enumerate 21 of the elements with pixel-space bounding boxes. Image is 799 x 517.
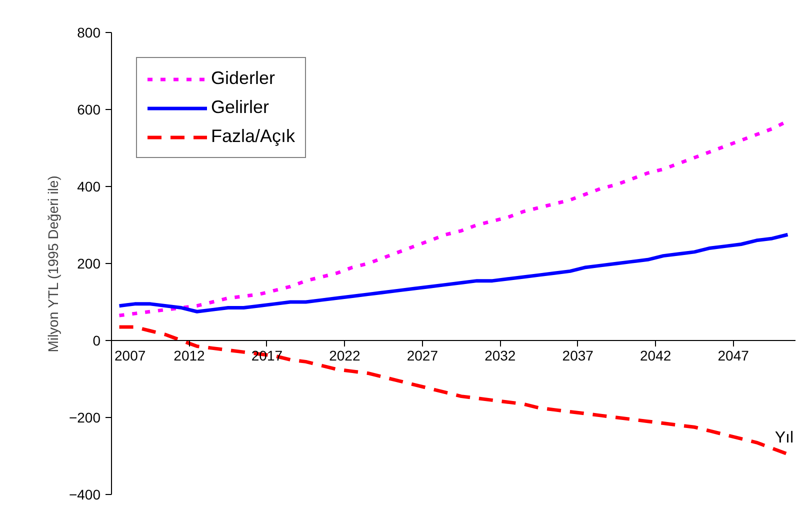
x-tick-label: 2047 bbox=[718, 348, 750, 364]
x-tick-label: 2027 bbox=[406, 348, 438, 364]
x-axis-title: Yıl bbox=[774, 430, 794, 446]
x-tick-label: 2022 bbox=[329, 348, 360, 364]
legend-label: Fazla/Açık bbox=[211, 126, 296, 147]
y-tick-label: 200 bbox=[77, 256, 101, 272]
x-tick-label: 2007 bbox=[114, 348, 146, 364]
legend-label: Gelirler bbox=[211, 97, 270, 118]
y-tick-label: 400 bbox=[77, 178, 101, 194]
y-axis-title: Milyon YTL (1995 Değeri ile) bbox=[44, 176, 61, 352]
y-tick-label: 600 bbox=[77, 102, 101, 118]
line-series bbox=[118, 232, 790, 314]
y-tick-label: 800 bbox=[77, 24, 101, 40]
y-tick-label: −200 bbox=[68, 410, 101, 426]
x-tick-label: 2012 bbox=[174, 348, 206, 364]
legend-label: Giderler bbox=[211, 68, 276, 89]
x-tick-label: 2042 bbox=[640, 348, 672, 364]
y-tick-label: −400 bbox=[68, 486, 101, 502]
y-tick-label: 0 bbox=[92, 332, 101, 348]
x-tick-label: 2037 bbox=[562, 348, 594, 364]
x-tick-label: 2032 bbox=[484, 348, 516, 364]
